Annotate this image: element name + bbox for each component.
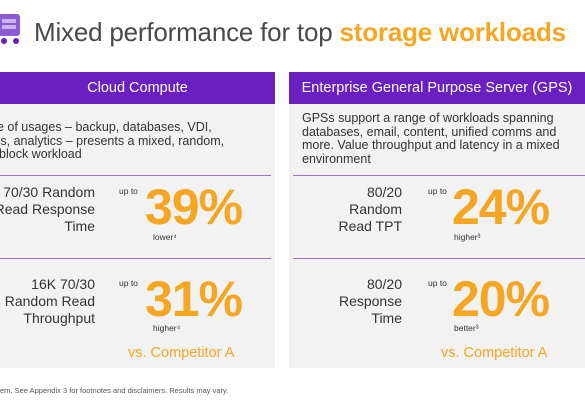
comparison-label: vs. Competitor A bbox=[441, 345, 548, 361]
metric-label: 16K 70/30 Random Read Throughput bbox=[4, 276, 95, 326]
card-description: ge of usages – backup, databases, VDI, m… bbox=[0, 120, 225, 161]
metric-value: 31% bbox=[145, 271, 243, 327]
metric-note: higher⁴ bbox=[153, 323, 181, 333]
metric-random-read-tpt: 80/20 Random Read TPT up to 24% higher³ bbox=[289, 178, 585, 260]
comparison-label: vs. Competitor A bbox=[128, 345, 235, 361]
metric-value: 20% bbox=[452, 271, 550, 327]
storage-cart-icon bbox=[0, 14, 20, 44]
cloud-compute-card: Cloud Compute ge of usages – backup, dat… bbox=[0, 72, 275, 368]
up-to-label: up to bbox=[119, 186, 138, 196]
metric-note: higher³ bbox=[454, 232, 481, 242]
up-to-label: up to bbox=[428, 278, 447, 288]
card-description: GPSs support a range of workloads spanni… bbox=[302, 111, 560, 166]
page-title: Mixed performance for top storage worklo… bbox=[34, 17, 566, 48]
divider bbox=[0, 175, 271, 176]
metric-response-time: 80/20 Response Time up to 20% better³ bbox=[289, 262, 585, 344]
divider bbox=[0, 258, 271, 259]
metric-value: 24% bbox=[452, 179, 550, 235]
title-accent: storage workloads bbox=[339, 17, 567, 47]
up-to-label: up to bbox=[119, 278, 138, 288]
metric-label: 80/20 Random Read TPT bbox=[338, 184, 402, 234]
card-header: Enterprise General Purpose Server (GPS) bbox=[289, 72, 585, 104]
metric-read-response-time: 70/30 Random Read Response Time up to 39… bbox=[0, 178, 265, 260]
title-prefix: Mixed performance for top bbox=[34, 17, 340, 47]
divider bbox=[293, 258, 585, 259]
up-to-label: up to bbox=[428, 186, 447, 196]
footnote: em. See Appendix 3 for footnotes and dis… bbox=[0, 386, 229, 395]
metric-random-read-throughput: 16K 70/30 Random Read Throughput up to 3… bbox=[0, 262, 265, 344]
metric-label: 80/20 Response Time bbox=[338, 276, 402, 326]
metric-note: better³ bbox=[454, 323, 479, 333]
metric-value: 39% bbox=[145, 179, 243, 235]
gps-card: Enterprise General Purpose Server (GPS) … bbox=[289, 72, 585, 368]
metric-label: 70/30 Random Read Response Time bbox=[0, 184, 95, 234]
divider bbox=[293, 175, 585, 176]
metric-note: lower⁴ bbox=[153, 232, 177, 242]
card-header: Cloud Compute bbox=[0, 72, 275, 104]
